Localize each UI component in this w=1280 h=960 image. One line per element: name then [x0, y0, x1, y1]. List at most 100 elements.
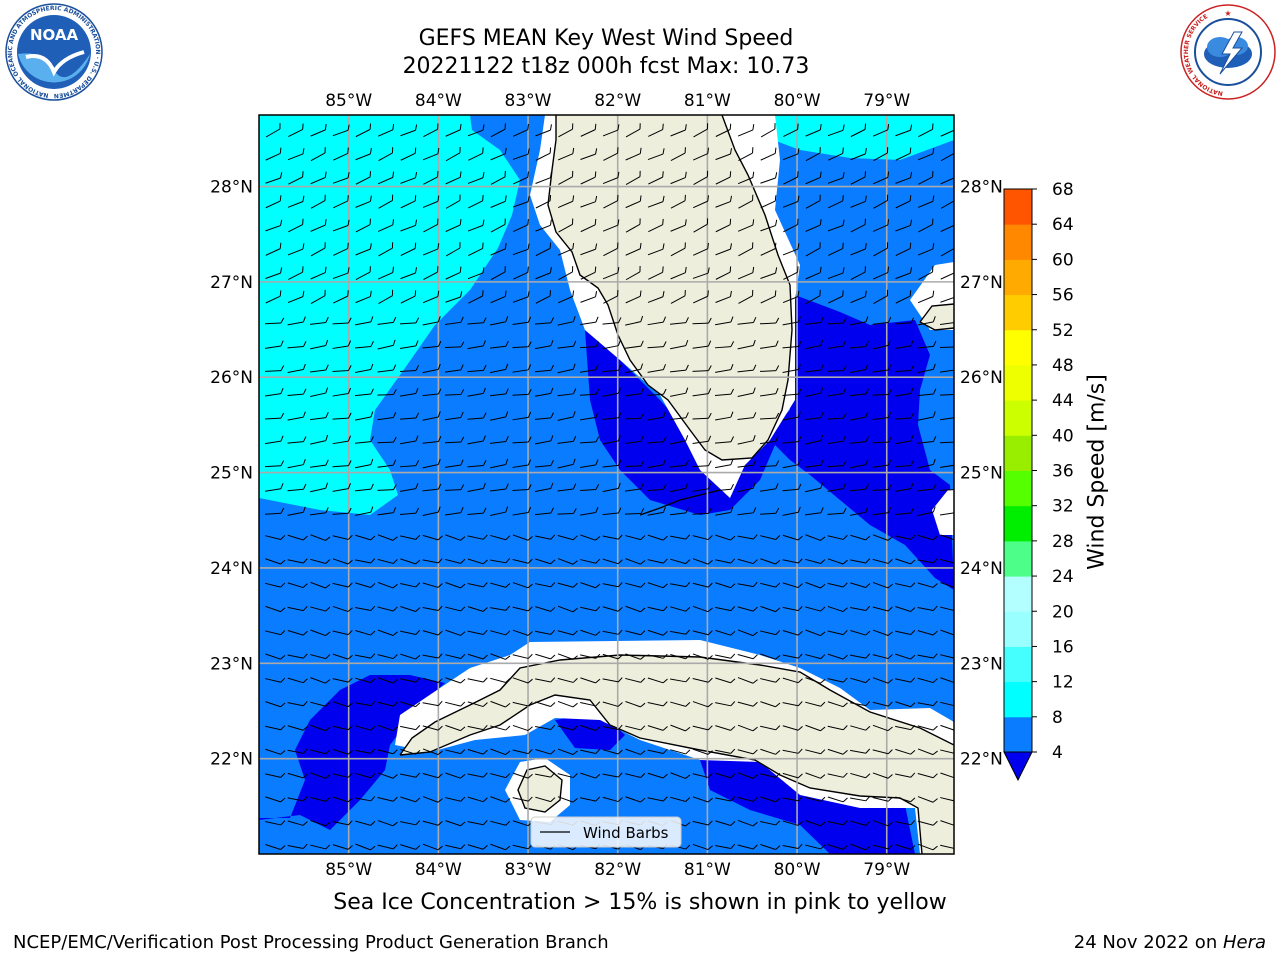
- wind-barb: [782, 483, 802, 492]
- wind-barb: [603, 242, 619, 257]
- wind-barb: [535, 534, 556, 540]
- wind-barb: [715, 459, 734, 469]
- wind-barb: [490, 506, 509, 517]
- wind-barb: [355, 316, 374, 326]
- wind-barb: [715, 796, 736, 802]
- wind-barb: [850, 290, 867, 304]
- wind-barb: [399, 317, 420, 325]
- wind-barb: [715, 123, 732, 137]
- wind-barb: [827, 772, 848, 778]
- wind-barb: [872, 844, 893, 850]
- wind-barb: [422, 243, 440, 256]
- wind-barb: [782, 459, 801, 469]
- wind-barb: [872, 606, 893, 612]
- wind-barb: [444, 436, 465, 444]
- wind-barb: [895, 147, 912, 161]
- wind-barb: [535, 267, 552, 280]
- wind-barb: [332, 387, 352, 397]
- wind-barb: [850, 123, 867, 138]
- wind-barb: [602, 701, 623, 707]
- wind-barb: [423, 266, 439, 281]
- wind-barb: [287, 605, 308, 612]
- wind-barb: [805, 844, 826, 850]
- colorbar-segment: [1004, 435, 1032, 471]
- wind-barb: [760, 653, 781, 660]
- wind-barb: [872, 316, 892, 325]
- colorbar-segment: [1004, 259, 1032, 296]
- wind-barb: [354, 483, 374, 492]
- wind-barb: [670, 339, 689, 350]
- wind-barb: [265, 558, 286, 565]
- wind-barb: [580, 459, 599, 468]
- wind-barb: [265, 677, 286, 683]
- wind-barb: [287, 748, 308, 754]
- wind-band-8-12-northeast: [752, 115, 954, 160]
- wind-barb: [265, 195, 282, 209]
- wind-barb: [737, 459, 757, 468]
- wind-barb: [355, 796, 376, 802]
- wind-barb: [872, 558, 893, 564]
- gridlines: [259, 115, 954, 854]
- wind-barb: [827, 748, 848, 755]
- wind-barb: [647, 653, 668, 659]
- colorbar-tick-label: 60: [1052, 250, 1074, 270]
- wind-barb: [445, 844, 466, 850]
- wind-barb: [512, 316, 532, 326]
- wind-barb: [287, 629, 308, 636]
- wind-barb: [805, 749, 826, 755]
- wind-barb: [760, 388, 779, 397]
- wind-barb: [805, 677, 826, 684]
- wind-barb: [648, 123, 664, 137]
- wind-barb: [850, 820, 871, 826]
- wind-barb: [490, 773, 511, 779]
- wind-barb: [310, 339, 329, 350]
- colorbar-tick-label: 48: [1052, 356, 1074, 376]
- wind-barb: [715, 629, 736, 636]
- wind-barb: [265, 388, 284, 397]
- wind-barb: [512, 749, 533, 755]
- lat-tick-label: 23°N: [210, 654, 253, 674]
- wind-barb: [445, 558, 466, 564]
- wind-barb: [400, 844, 421, 850]
- wind-barb: [670, 242, 686, 257]
- wind-barb: [557, 195, 575, 209]
- wind-barb: [625, 435, 644, 444]
- wind-barb: [535, 435, 554, 445]
- wind-barb: [940, 224, 954, 232]
- wind-barb: [377, 581, 398, 589]
- wind-barb: [895, 290, 912, 304]
- wind-barb: [805, 820, 826, 827]
- wind-barb: [400, 748, 421, 755]
- wind-barb: [580, 653, 601, 659]
- lat-tick-label: 28°N: [210, 178, 253, 198]
- wind-barb: [670, 289, 686, 304]
- wind-barb: [490, 748, 511, 756]
- wind-barb: [760, 147, 777, 161]
- wind-barb: [579, 388, 600, 396]
- wind-barb: [782, 195, 800, 208]
- wind-barb: [625, 653, 646, 660]
- wind-barb: [625, 363, 644, 374]
- wind-barb: [850, 677, 871, 684]
- wind-barb: [602, 387, 621, 397]
- colorbar-label: Wind Speed [m/s]: [1084, 374, 1110, 570]
- colorbar-tick-label: 40: [1052, 426, 1074, 446]
- wind-barb: [738, 147, 754, 162]
- wind-barb: [558, 123, 574, 138]
- wind-barb: [827, 725, 848, 731]
- wind-barb: [580, 677, 601, 684]
- wind-barb: [624, 412, 645, 420]
- wind-barb: [625, 605, 646, 613]
- wind-barb: [760, 219, 778, 232]
- wind-barb: [467, 124, 485, 137]
- wind-barb: [535, 653, 556, 660]
- wind-barb: [535, 701, 556, 707]
- wind-barb: [535, 387, 554, 397]
- wind-barb: [625, 535, 646, 541]
- wind-barb: [287, 363, 306, 373]
- wind-barb: [670, 581, 691, 588]
- colorbar-tick-label: 16: [1052, 637, 1074, 657]
- wind-barb: [894, 412, 915, 420]
- wind-barb: [400, 290, 417, 304]
